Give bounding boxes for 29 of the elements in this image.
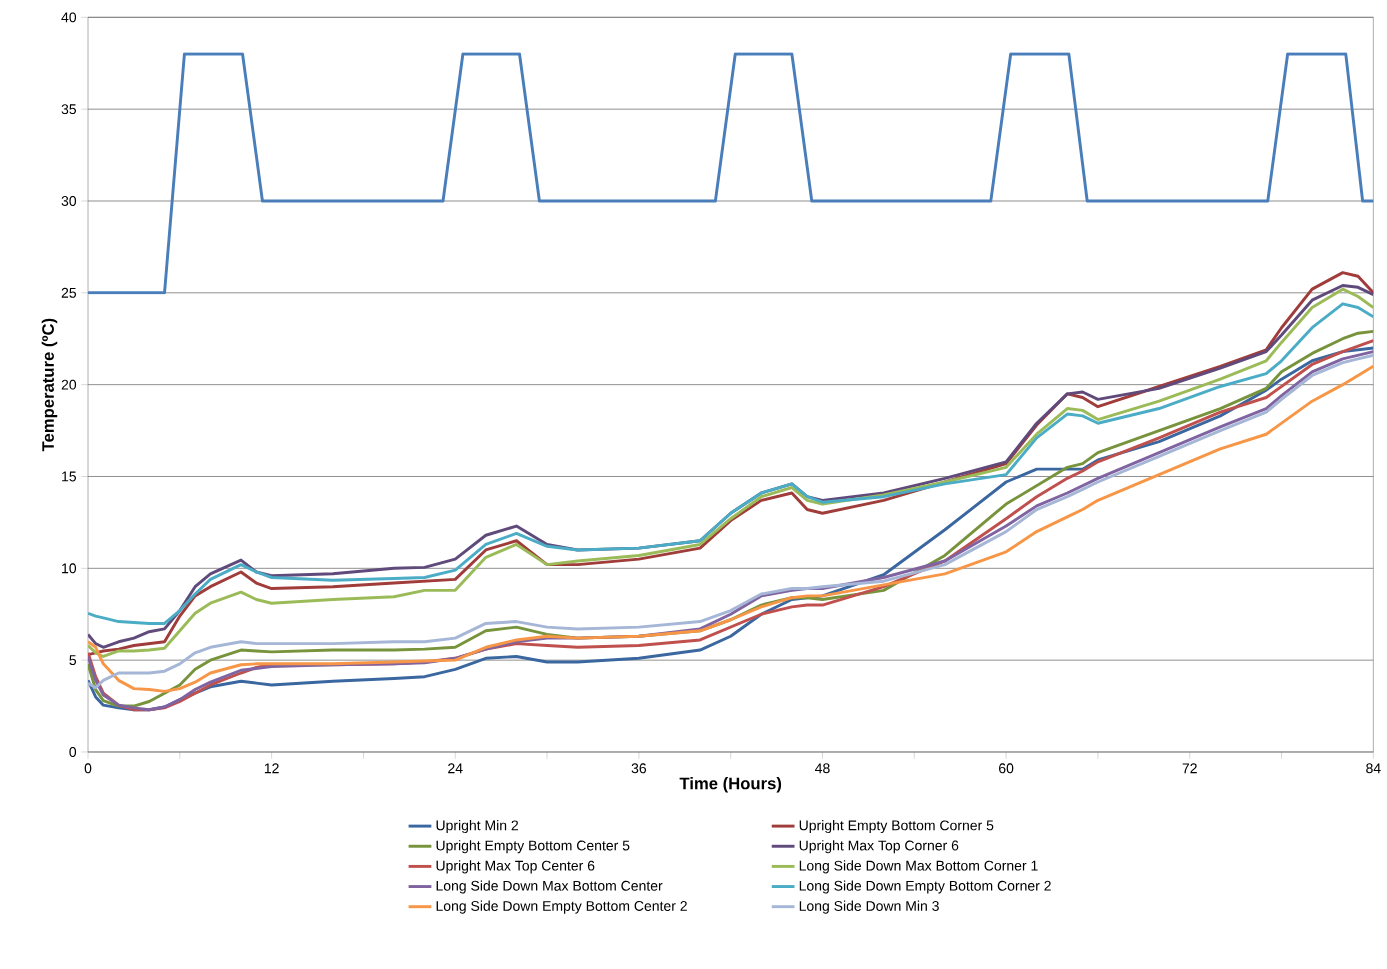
y-tick-label: 20 [61,379,77,390]
legend-label: Upright Min 2 [436,820,518,834]
y-axis-title: Temperature (ºC) [41,318,58,452]
y-tick-label: 15 [62,471,77,482]
legend-label: Long Side Down Empty Bottom Center 2 [436,900,687,914]
x-tick-label: 84 [1366,763,1381,774]
legend-label: Upright Max Top Corner 6 [799,840,959,854]
legend-label: Long Side Down Empty Bottom Corner 2 [799,880,1051,894]
y-tick-label: 10 [62,563,77,574]
legend-label: Long Side Down Max Bottom Corner 1 [799,860,1038,874]
y-tick-label: 35 [61,104,77,115]
y-tick-label: 5 [69,655,77,666]
x-tick-label: 24 [448,763,463,774]
x-tick-label: 60 [999,763,1014,774]
x-tick-label: 72 [1182,763,1197,774]
x-axis-title: Time (Hours) [679,777,782,793]
legend-label: Upright Empty Bottom Corner 5 [799,820,994,834]
y-tick-label: 25 [61,287,77,298]
legend-label: Long Side Down Max Bottom Center [436,880,663,894]
y-tick-label: 40 [61,12,77,23]
x-tick-label: 36 [631,763,647,774]
y-tick-label: 30 [61,196,77,206]
legend-label: Upright Empty Bottom Center 5 [436,840,630,854]
legend-label: Upright Max Top Center 6 [436,860,595,874]
y-tick-label: 0 [69,747,77,757]
legend-label: Long Side Down Min 3 [799,900,939,914]
x-tick-label: 48 [815,763,830,774]
x-tick-label: 0 [84,763,92,774]
x-tick-label: 12 [264,763,279,774]
